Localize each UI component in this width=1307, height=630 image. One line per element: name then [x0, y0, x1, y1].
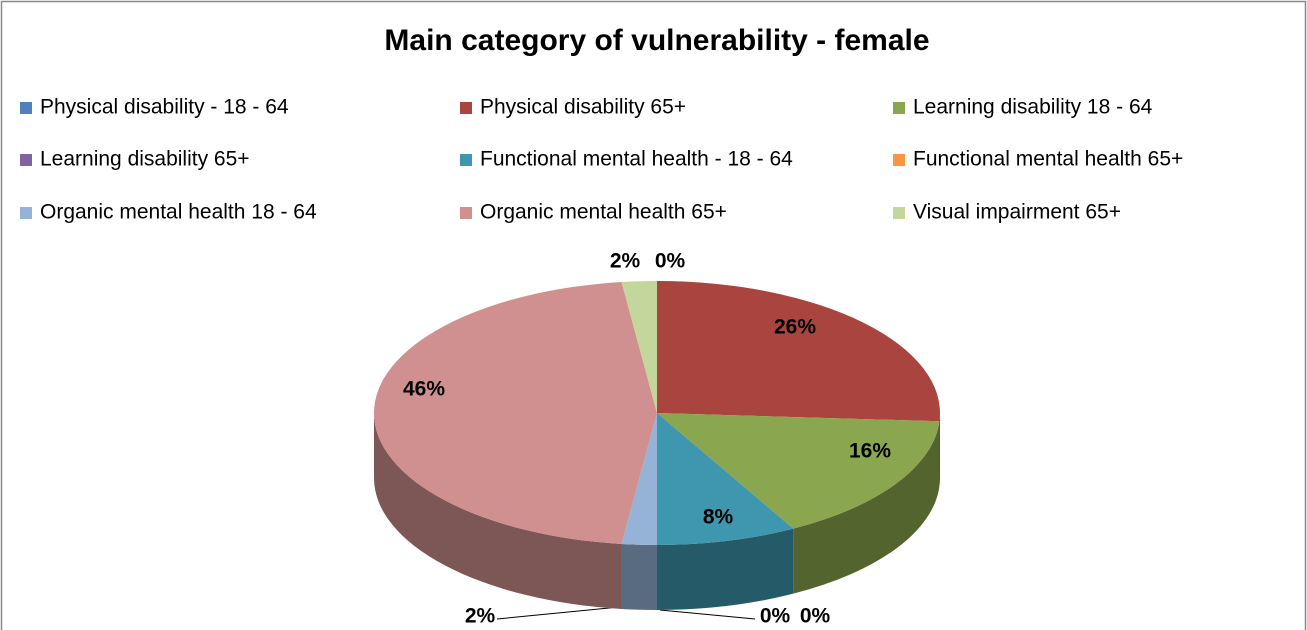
slice — [621, 413, 657, 545]
slice-side — [374, 413, 622, 609]
legend-swatch — [20, 207, 32, 219]
legend-label: Functional mental health - 18 - 64 — [480, 148, 793, 171]
data-label: 0% — [800, 605, 831, 628]
slice — [657, 281, 940, 422]
slice — [621, 281, 657, 413]
slice-side — [657, 528, 794, 610]
legend-swatch — [893, 102, 905, 114]
data-label: 26% — [774, 316, 816, 339]
legend-label: Learning disability 18 - 64 — [913, 96, 1153, 119]
legend-swatch — [20, 102, 32, 114]
data-label: 2% — [610, 250, 641, 273]
data-label: 8% — [703, 506, 734, 529]
legend-swatch — [460, 102, 472, 114]
legend-swatch — [893, 207, 905, 219]
legend-label: Physical disability - 18 - 64 — [40, 96, 289, 119]
legend-label: Functional mental health 65+ — [913, 148, 1183, 171]
legend-swatch — [20, 154, 32, 166]
data-label: 0% — [655, 250, 686, 273]
data-label: 2% — [465, 605, 496, 628]
chart-title: Main category of vulnerability - female — [384, 24, 929, 57]
slice — [373, 282, 657, 544]
slice — [657, 413, 940, 529]
legend-swatch — [893, 154, 905, 166]
legend-label: Learning disability 65+ — [40, 148, 250, 171]
legend-label: Organic mental health 18 - 64 — [40, 201, 317, 224]
slice-side — [793, 421, 940, 594]
legend-swatch — [460, 207, 472, 219]
legend-label: Physical disability 65+ — [480, 96, 686, 119]
data-label: 0% — [760, 605, 791, 628]
slice-side — [939, 413, 940, 487]
legend-label: Organic mental health 65+ — [480, 201, 727, 224]
leader-line — [659, 609, 756, 620]
legend-swatch — [460, 154, 472, 166]
legend-label: Visual impairment 65+ — [913, 201, 1121, 224]
slice — [657, 413, 794, 545]
data-label: 46% — [403, 378, 445, 401]
slice-side — [621, 543, 657, 610]
data-label: 16% — [849, 440, 891, 463]
